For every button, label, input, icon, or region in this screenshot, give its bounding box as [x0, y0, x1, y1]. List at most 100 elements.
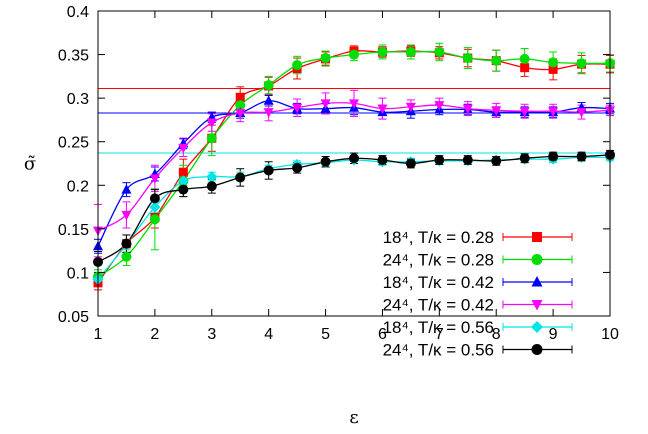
legend-marker [531, 344, 543, 355]
data-point-5 [178, 184, 189, 195]
data-point-5 [491, 155, 502, 166]
legend-entry-label: 18⁴, T/κ = 0.42 [383, 273, 494, 292]
data-point-3 [377, 104, 388, 115]
data-point-1 [519, 53, 530, 64]
x-tick-label: 8 [492, 326, 501, 343]
data-point-5 [462, 155, 473, 166]
y-tick-label: 0.4 [67, 4, 89, 21]
x-tick-label: 4 [264, 326, 273, 343]
data-point-3 [178, 143, 189, 154]
data-point-1 [121, 251, 132, 262]
data-point-5 [263, 165, 274, 176]
x-tick-label: 9 [549, 326, 558, 343]
data-point-4 [177, 175, 189, 187]
data-point-5 [235, 172, 246, 183]
x-tick-label: 5 [321, 326, 330, 343]
legend: 18⁴, T/κ = 0.28 24⁴, T/κ = 0.28 18⁴, T/κ =… [383, 228, 573, 360]
data-point-1 [548, 57, 559, 68]
y-tick-label: 0.15 [58, 222, 89, 239]
data-point-1 [320, 53, 331, 64]
data-point-4 [206, 171, 218, 183]
data-point-1 [292, 60, 303, 71]
legend-marker [531, 321, 543, 333]
y-tick-label: 0.35 [58, 48, 89, 65]
data-point-3 [434, 101, 445, 111]
legend-marker [531, 300, 543, 311]
data-point-3 [576, 108, 587, 118]
data-point-1 [263, 80, 274, 91]
data-point-1 [576, 58, 587, 69]
y-tick-label: 0.1 [67, 265, 89, 282]
y-tick-label: 0.2 [67, 178, 89, 195]
x-tick-label: 3 [207, 326, 216, 343]
data-point-2 [263, 95, 274, 105]
x-tick-label: 10 [601, 326, 619, 343]
data-point-5 [576, 151, 587, 162]
plot-frame [97, 10, 611, 317]
data-point-1 [377, 46, 388, 57]
legend-entry-label: 24⁴, T/κ = 0.42 [383, 296, 494, 315]
data-point-0 [235, 92, 245, 102]
data-point-3 [548, 107, 559, 117]
data-markers [92, 46, 616, 288]
data-point-0 [178, 167, 188, 177]
data-point-3 [292, 103, 303, 114]
data-point-1 [491, 55, 502, 66]
y-axis-label: σ̃ [24, 154, 36, 175]
data-point-5 [121, 238, 132, 249]
data-point-3 [235, 108, 246, 119]
fit-curves [97, 50, 611, 284]
error-bars [94, 42, 614, 291]
data-point-3 [121, 210, 132, 221]
x-tick-label: 6 [378, 326, 387, 343]
data-point-1 [149, 214, 160, 225]
y-tick-label: 0.05 [58, 309, 89, 326]
data-point-2 [121, 184, 132, 194]
data-point-3 [263, 108, 274, 118]
axis-ticks: 1 2 3 4 5 6 7 8 9 10 0.05 0.1 0.15 0.2 0.25 0.3 0.35 0.4 [58, 4, 619, 343]
data-point-3 [462, 104, 473, 115]
data-point-5 [292, 162, 303, 173]
data-point-3 [320, 99, 331, 109]
data-point-1 [349, 49, 359, 60]
data-point-3 [519, 107, 530, 117]
legend-entry-label: 18⁴, T/κ = 0.28 [383, 228, 494, 247]
data-point-5 [434, 155, 445, 166]
data-point-0 [548, 64, 558, 74]
y-tick-label: 0.3 [67, 91, 89, 108]
data-point-3 [349, 99, 359, 109]
data-point-1 [405, 46, 416, 57]
data-point-4 [149, 201, 161, 213]
x-tick-label: 2 [150, 326, 159, 343]
data-point-3 [149, 174, 160, 184]
data-point-0 [520, 63, 530, 73]
data-point-1 [434, 46, 445, 57]
x-axis-label: ε [349, 407, 358, 428]
data-point-3 [491, 106, 502, 116]
data-point-1 [206, 133, 217, 144]
y-tick-label: 0.25 [58, 135, 89, 152]
legend-entry-label: 18⁴, T/κ = 0.56 [383, 318, 494, 337]
data-point-5 [405, 158, 416, 169]
data-point-3 [405, 102, 416, 113]
data-point-5 [349, 153, 359, 164]
legend-marker [531, 254, 543, 265]
legend-entry-label: 24⁴, T/κ = 0.56 [383, 341, 494, 360]
data-point-3 [206, 118, 217, 129]
data-point-5 [519, 153, 530, 164]
data-point-5 [320, 156, 331, 167]
data-point-5 [206, 181, 217, 192]
legend-entry-label: 24⁴, T/κ = 0.28 [383, 251, 494, 270]
fit-curve-2 [97, 100, 611, 247]
data-point-5 [548, 151, 559, 162]
data-point-5 [377, 155, 388, 166]
data-point-1 [235, 100, 246, 111]
legend-marker [531, 276, 543, 287]
fit-curve-0 [97, 50, 611, 284]
x-tick-label: 1 [94, 326, 103, 343]
fit-curve-5 [97, 154, 611, 263]
legend-marker [532, 232, 542, 242]
data-point-1 [462, 53, 473, 64]
x-tick-label: 7 [435, 326, 444, 343]
